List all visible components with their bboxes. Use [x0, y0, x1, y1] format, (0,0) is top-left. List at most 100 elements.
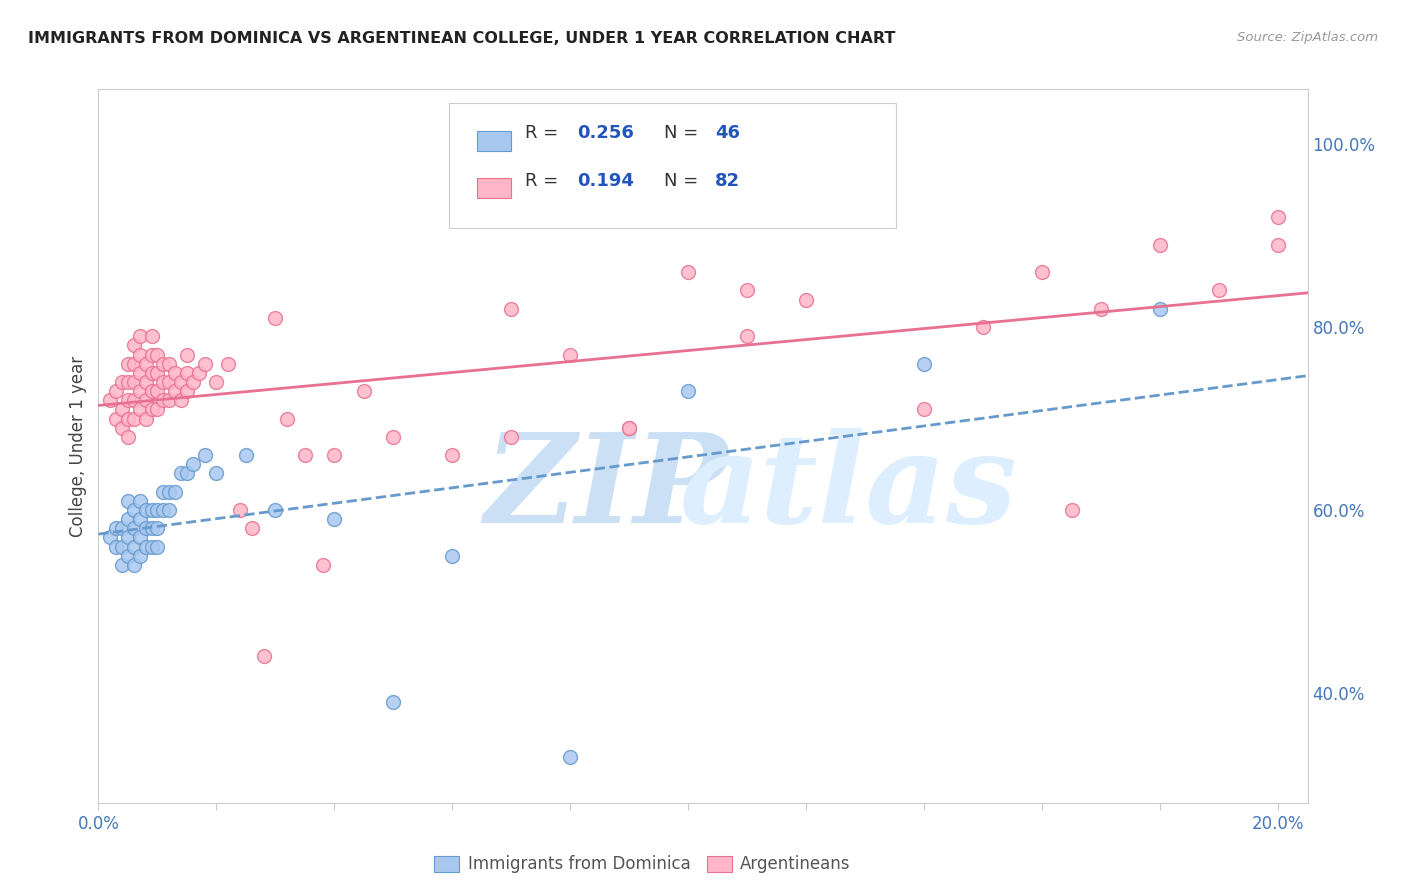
Point — [146, 366, 169, 380]
Point — [117, 375, 139, 389]
Point — [111, 540, 134, 554]
Point — [152, 484, 174, 499]
Point — [1090, 301, 1112, 316]
Point — [135, 503, 157, 517]
Point — [122, 503, 145, 517]
Point — [912, 402, 935, 417]
Point — [187, 366, 209, 380]
Point — [146, 503, 169, 517]
FancyBboxPatch shape — [449, 103, 897, 228]
Point — [912, 357, 935, 371]
Text: 46: 46 — [716, 125, 740, 143]
Point — [111, 521, 134, 535]
Point — [441, 549, 464, 563]
Point — [152, 503, 174, 517]
Point — [1208, 284, 1230, 298]
Point — [141, 503, 163, 517]
Point — [146, 540, 169, 554]
Point — [117, 494, 139, 508]
Point — [128, 531, 150, 545]
Point — [152, 393, 174, 408]
Point — [735, 284, 758, 298]
Point — [560, 347, 582, 361]
Point — [117, 549, 139, 563]
Text: IMMIGRANTS FROM DOMINICA VS ARGENTINEAN COLLEGE, UNDER 1 YEAR CORRELATION CHART: IMMIGRANTS FROM DOMINICA VS ARGENTINEAN … — [28, 31, 896, 46]
Point — [1149, 301, 1171, 316]
Point — [146, 521, 169, 535]
Point — [111, 420, 134, 434]
FancyBboxPatch shape — [477, 131, 510, 152]
Point — [128, 512, 150, 526]
Point — [117, 430, 139, 444]
Point — [1267, 237, 1289, 252]
Point — [122, 411, 145, 425]
Point — [276, 411, 298, 425]
Point — [165, 484, 187, 499]
Text: N =: N = — [664, 171, 704, 189]
Point — [128, 549, 150, 563]
Point — [176, 384, 198, 398]
Legend: Immigrants from Dominica, Argentineans: Immigrants from Dominica, Argentineans — [427, 849, 858, 880]
Point — [128, 366, 150, 380]
Point — [122, 540, 145, 554]
Point — [501, 301, 523, 316]
Point — [240, 521, 263, 535]
Point — [146, 384, 169, 398]
Point — [105, 521, 128, 535]
Point — [135, 521, 157, 535]
Point — [560, 750, 582, 764]
Point — [678, 384, 700, 398]
Point — [181, 458, 204, 472]
Point — [111, 375, 134, 389]
Text: atlas: atlas — [679, 428, 1017, 549]
Point — [157, 484, 180, 499]
Point — [678, 265, 700, 279]
Point — [853, 211, 876, 225]
Point — [176, 366, 198, 380]
Point — [122, 357, 145, 371]
Point — [311, 558, 333, 572]
Point — [152, 375, 174, 389]
Point — [176, 467, 198, 481]
Point — [229, 503, 252, 517]
Point — [501, 430, 523, 444]
Point — [157, 503, 180, 517]
Point — [157, 357, 180, 371]
Text: R =: R = — [526, 171, 564, 189]
Point — [128, 494, 150, 508]
Point — [122, 393, 145, 408]
Point — [382, 430, 405, 444]
Point — [264, 503, 287, 517]
Point — [146, 402, 169, 417]
Point — [235, 448, 257, 462]
Point — [128, 329, 150, 343]
Point — [141, 329, 163, 343]
Point — [117, 512, 139, 526]
Point — [98, 531, 121, 545]
Point — [117, 357, 139, 371]
Point — [205, 375, 228, 389]
Point — [170, 393, 193, 408]
Point — [794, 293, 817, 307]
FancyBboxPatch shape — [477, 178, 510, 198]
Point — [1267, 211, 1289, 225]
Point — [117, 393, 139, 408]
Point — [141, 402, 163, 417]
Point — [1031, 265, 1053, 279]
Point — [176, 347, 198, 361]
Point — [165, 384, 187, 398]
Point — [141, 521, 163, 535]
Point — [135, 357, 157, 371]
Point — [105, 411, 128, 425]
Y-axis label: College, Under 1 year: College, Under 1 year — [69, 355, 87, 537]
Point — [122, 558, 145, 572]
Point — [205, 467, 228, 481]
Point — [972, 320, 994, 334]
Text: 82: 82 — [716, 171, 740, 189]
Text: N =: N = — [664, 125, 704, 143]
Point — [323, 512, 346, 526]
Text: Source: ZipAtlas.com: Source: ZipAtlas.com — [1237, 31, 1378, 45]
Point — [1060, 503, 1083, 517]
Text: 0.256: 0.256 — [578, 125, 634, 143]
Point — [735, 329, 758, 343]
